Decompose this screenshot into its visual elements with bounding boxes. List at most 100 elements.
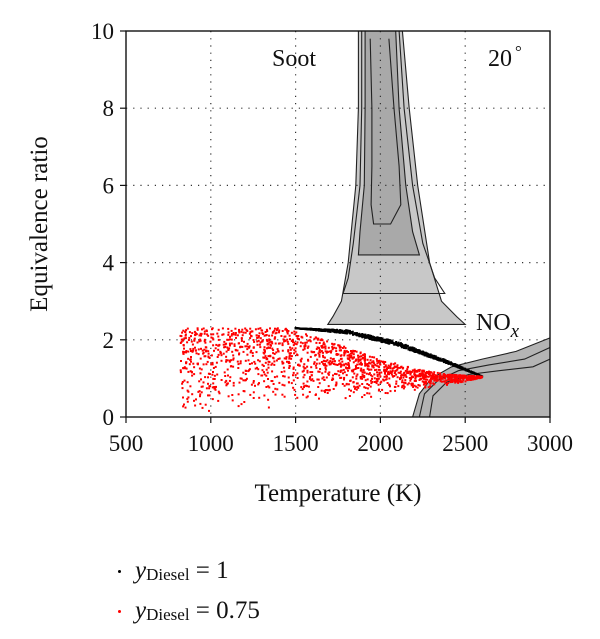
scatter-point (273, 352, 276, 355)
scatter-point (264, 361, 267, 364)
scatter-point (265, 374, 268, 377)
scatter-point (406, 368, 409, 371)
scatter-point (380, 340, 383, 343)
scatter-point (302, 376, 305, 379)
scatter-point (264, 350, 266, 353)
scatter-point (375, 358, 378, 361)
scatter-point (343, 330, 346, 332)
scatter-point (427, 371, 430, 374)
soot-contour-line (326, 30, 467, 325)
scatter-point (386, 392, 389, 395)
scatter-point (295, 331, 298, 334)
scatter-point (207, 355, 210, 358)
scatter-point (395, 341, 398, 343)
scatter-point (407, 372, 410, 375)
scatter-point (275, 351, 278, 354)
scatter-point (225, 350, 228, 353)
scatter-point (180, 360, 182, 362)
scatter-point (399, 378, 401, 381)
scatter-point (244, 327, 247, 330)
scatter-point (328, 389, 331, 392)
scatter-point (186, 327, 189, 330)
scatter-point (390, 372, 393, 374)
scatter-point (267, 378, 269, 380)
scatter-point (406, 383, 409, 386)
scatter-point (322, 329, 325, 332)
scatter-point (208, 385, 211, 388)
scatter-point (234, 332, 237, 334)
scatter-point (200, 332, 203, 335)
scatter-point (303, 385, 306, 388)
scatter-point (378, 388, 381, 391)
scatter-point (406, 365, 409, 368)
scatter-point (191, 350, 194, 353)
soot-contour-line (369, 38, 402, 225)
scatter-point (310, 379, 313, 382)
scatter-point (335, 331, 338, 334)
scatter-point (294, 393, 297, 396)
scatter-point (390, 341, 393, 344)
y-tick-label: 2 (103, 328, 115, 353)
scatter-point (288, 352, 291, 355)
scatter-point (211, 361, 214, 364)
scatter-point (355, 350, 358, 353)
scatter-point (439, 379, 442, 382)
scatter-point (404, 347, 407, 350)
scatter-point (309, 371, 312, 374)
scatter-point (371, 375, 374, 378)
scatter-point (212, 333, 215, 336)
scatter-point (406, 370, 409, 373)
scatter-point (363, 358, 366, 361)
scatter-point (418, 349, 421, 352)
scatter-point (442, 373, 445, 376)
scatter-point (324, 345, 327, 348)
scatter-point (182, 344, 185, 347)
scatter-point (395, 369, 398, 372)
scatter-point (383, 338, 385, 341)
scatter-point (304, 343, 307, 346)
scatter-point (285, 357, 288, 360)
scatter-point (313, 337, 316, 340)
scatter-point (418, 374, 421, 377)
scatter-point (244, 373, 247, 376)
scatter-point (187, 350, 190, 353)
scatter-point (289, 346, 291, 349)
scatter-point (263, 394, 266, 397)
scatter-point (283, 395, 286, 398)
scatter-point (338, 331, 341, 334)
scatter-point (376, 359, 379, 362)
scatter-point (383, 369, 386, 372)
scatter-point (376, 375, 379, 378)
scatter-point (252, 339, 255, 341)
scatter-point (257, 373, 260, 376)
scatter-point (183, 403, 185, 406)
scatter-point (191, 374, 194, 377)
scatter-point (210, 336, 213, 339)
scatter-point (297, 335, 300, 337)
scatter-point (379, 375, 382, 378)
scatter-point (195, 398, 197, 401)
scatter-point (270, 363, 273, 366)
scatter-point (242, 379, 245, 382)
scatter-point (426, 378, 429, 381)
scatter-point (319, 368, 322, 370)
scatter-point (315, 362, 318, 365)
scatter-point (267, 360, 270, 363)
scatter-point (417, 384, 420, 386)
scatter-point (384, 372, 386, 375)
scatter-point (307, 339, 310, 342)
scatter-point (328, 329, 330, 332)
scatter-point (417, 369, 420, 372)
scatter-point (267, 385, 270, 388)
scatter-point (290, 357, 293, 360)
scatter-point (259, 341, 262, 344)
scatter-point (211, 373, 214, 376)
scatter-point (205, 363, 208, 366)
scatter-point (348, 366, 351, 369)
scatter-point (344, 347, 347, 350)
scatter-point (307, 385, 310, 388)
scatter-point (426, 375, 429, 378)
scatter-point (337, 344, 340, 347)
scatter-point (366, 363, 369, 365)
scatter-point (343, 349, 346, 352)
